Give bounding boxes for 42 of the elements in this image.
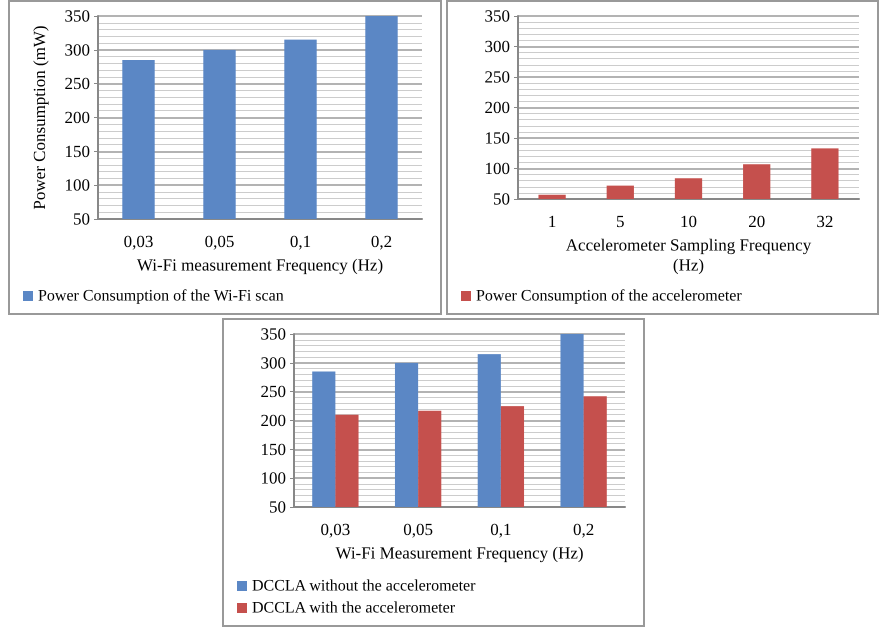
x-tick-label: 10 [680,212,697,231]
x-tick-label: 1 [548,212,556,231]
legend-label: Power Consumption of the accelerometer [476,288,742,304]
x-tick-label: 0,1 [290,232,312,251]
y-tick-label: 250 [64,74,90,94]
y-tick-label: 200 [484,98,510,117]
y-tick-label: 50 [269,498,286,516]
x-axis-title: Wi-Fi Measurement Frequency (Hz) [335,543,584,562]
y-tick-label: 350 [484,6,510,26]
y-tick-label: 300 [64,40,90,60]
y-tick-label: 150 [484,128,510,148]
x-axis-title: Accelerometer Sampling Frequency (Hz) [566,235,812,274]
y-tick-label: 100 [64,176,90,195]
y-tick-label: 250 [260,382,286,402]
y-tick-label: 250 [484,68,510,86]
legend-label: Power Consumption of the Wi-Fi scan [38,288,284,304]
x-tick-label: 20 [748,212,766,231]
y-tick-label: 350 [64,6,90,26]
x-tick-label: 0,05 [403,520,433,539]
y-tick-label: 150 [64,142,90,161]
y-tick-label: 350 [260,324,286,344]
y-tick-label: 50 [73,210,90,228]
legend-label: DCCLA without the accelerometer [252,578,476,594]
y-tick-label: 200 [64,108,90,127]
y-tick-label: 200 [260,411,286,430]
y-axis-title: Power Consumption (mW) [30,25,49,210]
x-tick-label: 32 [816,212,834,231]
x-axis-title: Wi-Fi measurement Frequency (Hz) [136,255,384,274]
x-tick-label: 0,2 [573,520,594,539]
y-tick-label: 150 [260,440,286,459]
x-tick-label: 0,05 [204,232,234,251]
y-tick-label: 300 [260,353,286,372]
x-tick-label: 0,1 [490,520,512,539]
y-tick-label: 100 [260,468,286,488]
x-tick-label: 0,03 [124,232,154,251]
legend-label: DCCLA with the accelerometer [252,600,456,616]
x-tick-label: 5 [616,212,625,231]
x-tick-label: 0,2 [370,232,392,251]
y-tick-label: 50 [493,190,510,208]
x-tick-label: 0,03 [320,520,350,539]
y-tick-label: 100 [484,159,510,178]
y-tick-label: 300 [484,37,510,56]
